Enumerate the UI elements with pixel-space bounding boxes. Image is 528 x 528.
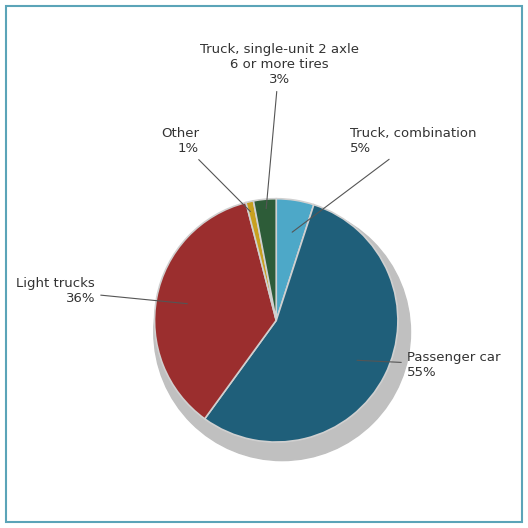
- Text: Passenger car
55%: Passenger car 55%: [357, 351, 501, 379]
- Wedge shape: [253, 199, 276, 320]
- Text: Light trucks
36%: Light trucks 36%: [16, 277, 187, 305]
- Text: Other
1%: Other 1%: [161, 127, 250, 212]
- Circle shape: [154, 204, 410, 460]
- Text: Truck, combination
5%: Truck, combination 5%: [292, 127, 477, 232]
- Wedge shape: [246, 201, 276, 320]
- Wedge shape: [205, 205, 398, 442]
- Wedge shape: [276, 199, 314, 320]
- Text: Truck, single-unit 2 axle
6 or more tires
3%: Truck, single-unit 2 axle 6 or more tire…: [200, 43, 359, 209]
- Wedge shape: [155, 203, 276, 419]
